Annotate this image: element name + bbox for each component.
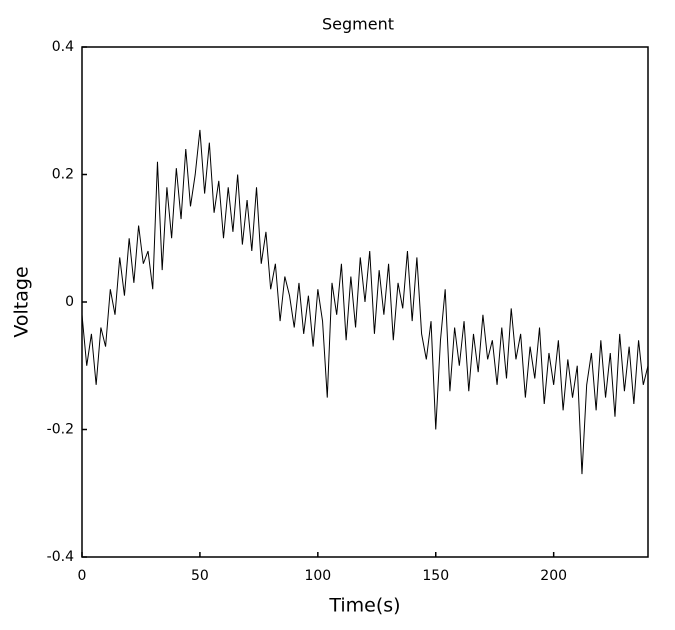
x-tick-label: 50 — [191, 568, 209, 584]
y-axis-label: Voltage — [11, 266, 33, 337]
y-tick-label: -0.2 — [47, 422, 74, 438]
y-tick-label: 0.2 — [52, 167, 74, 183]
x-axis-label: Time(s) — [328, 595, 400, 617]
y-tick-label: 0 — [65, 294, 74, 310]
y-tick-label: -0.4 — [47, 549, 74, 565]
chart-title: Segment — [322, 15, 394, 34]
x-tick-label: 200 — [540, 568, 567, 584]
x-tick-label: 100 — [304, 568, 331, 584]
y-tick-label: 0.4 — [52, 39, 74, 55]
x-tick-label: 150 — [422, 568, 449, 584]
data-line — [81, 129, 649, 475]
x-tick-label: 0 — [78, 568, 87, 584]
